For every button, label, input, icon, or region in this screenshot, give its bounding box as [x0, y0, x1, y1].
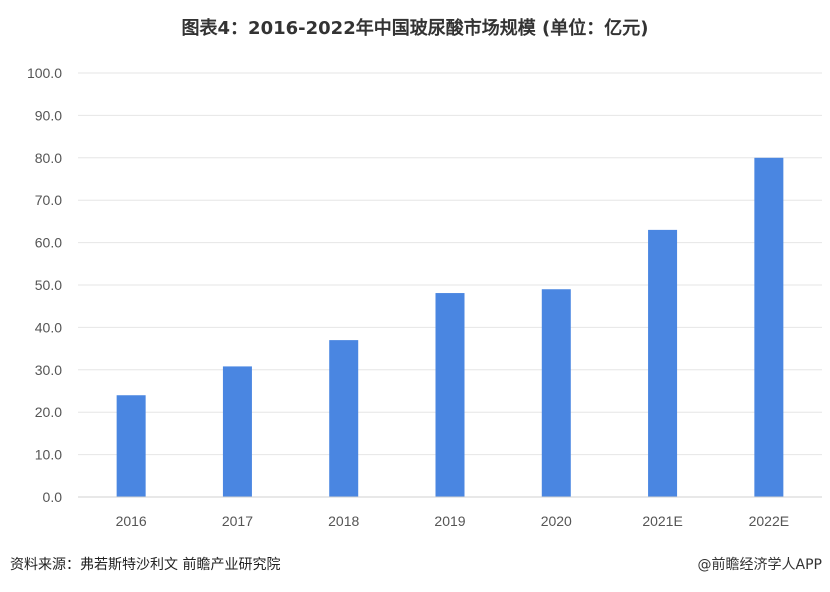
bar-2017 [222, 366, 252, 497]
bar-2021E [648, 229, 678, 497]
bar-2022E [754, 157, 784, 498]
y-axis-ticks: 0.0 10.0 20.0 30.0 40.0 50.0 60.0 70.0 80.0 90.0 1… [27, 65, 62, 505]
y-tick-label: 20.0 [35, 404, 62, 420]
bar-2016 [116, 395, 146, 497]
x-tick-label: 2019 [434, 513, 465, 529]
y-tick-label: 40.0 [35, 319, 62, 335]
x-tick-label: 2017 [222, 513, 253, 529]
y-tick-label: 90.0 [35, 107, 62, 123]
x-tick-label: 2022E [749, 513, 789, 529]
source-note: 资料来源：弗若斯特沙利文 前瞻产业研究院 [10, 557, 281, 573]
y-tick-label: 0.0 [43, 489, 63, 505]
x-tick-label: 2021E [642, 513, 682, 529]
bar-2019 [435, 293, 465, 497]
bars [116, 157, 784, 498]
bar-2020 [541, 289, 571, 497]
y-tick-label: 30.0 [35, 362, 62, 378]
y-tick-label: 70.0 [35, 192, 62, 208]
brand-label: @前瞻经济学人APP [697, 557, 822, 573]
x-tick-label: 2020 [541, 513, 572, 529]
y-tick-label: 10.0 [35, 447, 62, 463]
x-tick-label: 2018 [328, 513, 359, 529]
y-tick-label: 50.0 [35, 277, 62, 293]
x-tick-label: 2016 [116, 513, 147, 529]
chart-title: 图表4：2016-2022年中国玻尿酸市场规模 (单位：亿元) [181, 18, 649, 39]
bar-2018 [329, 340, 359, 497]
y-tick-label: 60.0 [35, 235, 62, 251]
x-axis-ticks: 2016 2017 2018 2019 2020 2021E 2022E [116, 513, 790, 529]
y-tick-label: 100.0 [27, 65, 62, 81]
y-tick-label: 80.0 [35, 150, 62, 166]
